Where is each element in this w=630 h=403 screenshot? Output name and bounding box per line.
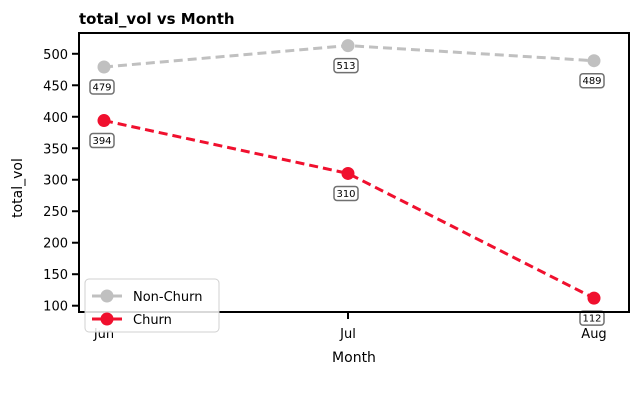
- y-axis-ticks: 100 150 200 250 300 350 400 450 500: [43, 48, 79, 315]
- data-point: [341, 39, 355, 53]
- data-point: [97, 114, 111, 128]
- x-axis-title: Month: [332, 350, 376, 366]
- data-label-box: [333, 185, 359, 202]
- y-tick-label: 450: [43, 79, 68, 94]
- y-tick-label: 150: [43, 268, 68, 283]
- data-label-box: [89, 79, 115, 95]
- y-tick-label: 500: [43, 48, 68, 63]
- chart-title: total_vol vs Month: [79, 10, 235, 28]
- series-layer: 479 513 489 394 310 112: [89, 39, 605, 326]
- plot-frame: [78, 32, 630, 313]
- legend-item-churn: Churn: [92, 312, 172, 328]
- legend: Non-Churn Churn: [84, 278, 220, 333]
- data-point: [341, 166, 355, 180]
- data-label-text: 310: [336, 189, 355, 200]
- legend-label: Non-Churn: [133, 290, 203, 305]
- data-label: 310: [333, 185, 359, 202]
- legend-marker: [100, 289, 114, 303]
- series-non-churn: 479 513 489: [89, 39, 605, 95]
- data-label-text: 489: [582, 76, 601, 87]
- x-axis-ticks: Jun Jul Aug: [93, 312, 607, 342]
- legend-marker: [100, 312, 114, 326]
- x-tick-label: Aug: [581, 327, 606, 342]
- y-tick-label: 400: [43, 111, 68, 126]
- data-label-box: [579, 72, 605, 89]
- data-label-text: 513: [336, 61, 355, 72]
- y-tick-label: 100: [43, 300, 68, 315]
- data-label: 394: [89, 132, 115, 149]
- data-label-box: [333, 57, 359, 74]
- y-tick-label: 350: [43, 142, 68, 157]
- y-axis-title: total_vol: [10, 158, 26, 218]
- data-label-text: 479: [92, 83, 111, 94]
- data-point: [97, 60, 111, 74]
- legend-item-non-churn: Non-Churn: [92, 289, 203, 305]
- data-label-text: 112: [582, 314, 601, 325]
- data-label: 112: [579, 310, 605, 326]
- data-label: 489: [579, 72, 605, 89]
- series-line: [103, 119, 595, 300]
- data-label-box: [89, 132, 115, 149]
- data-label: 513: [333, 57, 359, 74]
- x-tick-label: Jul: [339, 327, 356, 342]
- y-tick-label: 200: [43, 237, 68, 252]
- y-tick-label: 250: [43, 205, 68, 220]
- legend-label: Churn: [133, 313, 172, 328]
- data-label: 479: [89, 79, 115, 95]
- data-point: [587, 291, 601, 305]
- y-tick-label: 300: [43, 174, 68, 189]
- data-label-text: 394: [92, 136, 111, 147]
- data-point: [587, 54, 601, 68]
